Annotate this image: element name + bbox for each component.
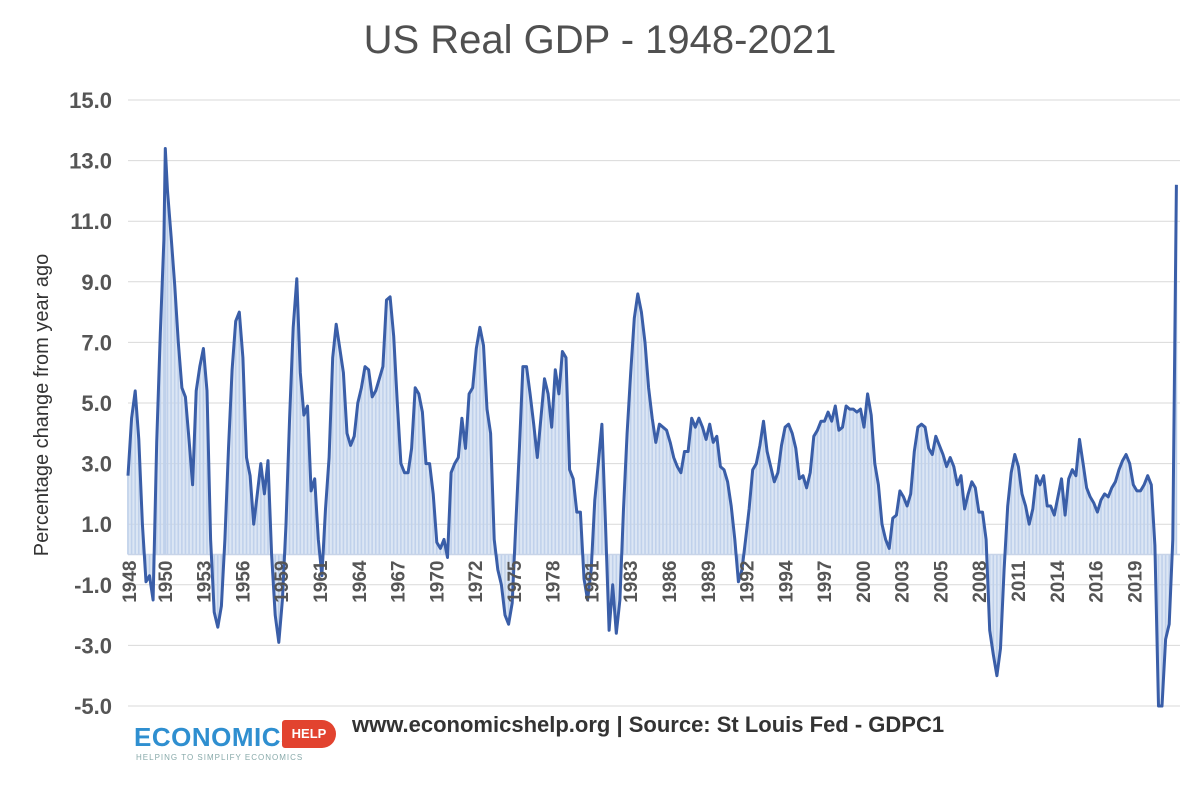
economics-help-logo[interactable]: ECONOMICS HELP HELPING TO SIMPLIFY ECONO… [134, 718, 354, 768]
y-tick-label: 3.0 [81, 452, 112, 477]
y-tick-label: 7.0 [81, 330, 112, 355]
y-tick-label: 15.0 [69, 88, 112, 113]
x-tick-label: 1975 [505, 560, 526, 603]
x-tick-label: 1959 [272, 561, 293, 603]
x-tick-label: 1997 [815, 561, 836, 603]
source-footer: www.economicshelp.org | Source: St Louis… [352, 712, 945, 737]
x-tick-label: 1986 [660, 561, 681, 603]
logo-tagline: HELPING TO SIMPLIFY ECONOMICS [136, 753, 304, 762]
x-tick-label: 1978 [544, 561, 565, 603]
y-tick-label: 11.0 [70, 209, 112, 234]
grid-lines [128, 99, 1180, 707]
logo-tag: HELP [282, 720, 336, 748]
x-tick-label: 2011 [1009, 560, 1030, 602]
x-tick-label: 2003 [893, 561, 914, 603]
y-axis-ticks: 15.0 13.0 11.0 9.0 7.0 5.0 3.0 1.0 -1.0 -3.0 -5.0 [69, 88, 112, 719]
x-tick-label: 1972 [466, 561, 487, 603]
x-axis-ticks: 1948 1950 1953 1956 1959 1961 1964 1967 1970 1972… [120, 560, 1146, 603]
y-tick-label: 1.0 [81, 512, 112, 537]
x-tick-label: 1948 [120, 561, 141, 603]
x-tick-label: 2016 [1087, 561, 1108, 603]
x-tick-label: 1961 [311, 560, 332, 603]
x-tick-label: 1989 [699, 561, 720, 603]
x-tick-label: 1967 [389, 561, 410, 603]
x-tick-label: 2008 [970, 561, 991, 603]
x-tick-label: 2019 [1125, 561, 1146, 603]
x-tick-label: 2005 [931, 560, 952, 603]
y-tick-label: 9.0 [81, 270, 112, 295]
chart-title: US Real GDP - 1948-2021 [363, 18, 837, 62]
x-tick-label: 1992 [738, 561, 759, 603]
y-tick-label: -5.0 [74, 694, 112, 719]
y-tick-label: -1.0 [74, 573, 112, 598]
x-tick-label: 1981 [582, 560, 603, 603]
x-tick-label: 2000 [854, 561, 875, 603]
x-tick-label: 1964 [350, 560, 371, 603]
y-axis-label: Percentage change from year ago [31, 254, 53, 556]
y-tick-label: 5.0 [81, 391, 112, 416]
series-line [126, 147, 1178, 708]
x-tick-label: 2014 [1048, 560, 1069, 603]
x-tick-label: 1983 [621, 561, 642, 603]
y-tick-label: -3.0 [74, 633, 112, 658]
x-tick-label: 1994 [776, 560, 797, 603]
x-tick-label: 1953 [195, 561, 216, 603]
x-tick-label: 1950 [156, 561, 177, 603]
y-tick-label: 13.0 [69, 149, 112, 174]
x-tick-label: 1970 [427, 561, 448, 603]
logo-word: ECONOMICS [134, 722, 299, 752]
x-tick-label: 1956 [234, 561, 255, 603]
